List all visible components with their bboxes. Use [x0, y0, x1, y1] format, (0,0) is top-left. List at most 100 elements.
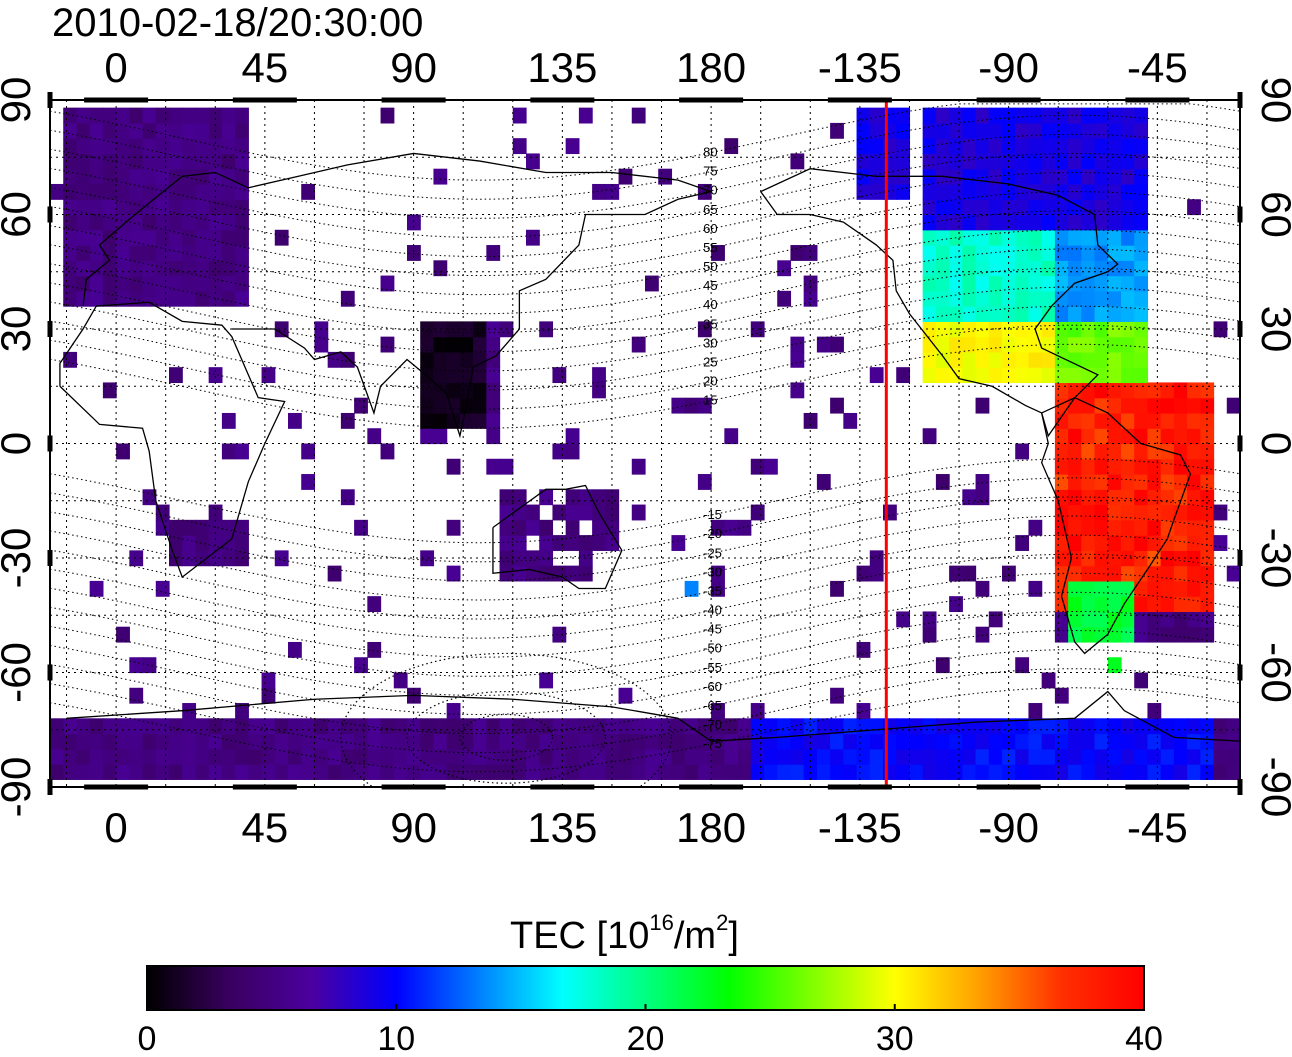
- contour-line: [50, 103, 1240, 181]
- tec-cell: [1081, 245, 1096, 261]
- left-latitude-label: 0: [0, 432, 39, 455]
- tec-cell: [935, 748, 950, 765]
- tec-cell: [962, 718, 977, 735]
- tec-cell: [1107, 168, 1122, 185]
- tec-cell: [433, 764, 448, 780]
- tec-cell: [618, 733, 633, 750]
- tec-cell: [1147, 748, 1162, 765]
- tec-cell: [671, 718, 686, 735]
- tec-cell: [63, 718, 78, 735]
- tec-cell: [221, 443, 236, 460]
- tec-cell: [909, 764, 924, 780]
- tec-cell: [1002, 306, 1016, 322]
- tec-cell: [869, 748, 884, 765]
- tec-cell: [592, 382, 606, 399]
- tec-cell: [565, 519, 580, 536]
- tec-cell: [988, 748, 1003, 765]
- tec-cell: [116, 168, 130, 185]
- tec-cell: [1121, 367, 1135, 384]
- tec-cell: [962, 351, 977, 368]
- tec-cell: [1134, 443, 1149, 460]
- tec-cell: [1173, 458, 1188, 475]
- tec-cell: [116, 183, 130, 200]
- tec-cell: [380, 764, 395, 780]
- tec-cell: [922, 428, 937, 445]
- tec-cell: [486, 245, 501, 261]
- tec-cell: [962, 764, 977, 780]
- tec-cell: [922, 290, 937, 307]
- tec-cell: [116, 122, 130, 139]
- tec-cell: [221, 718, 236, 735]
- tec-cell: [89, 183, 104, 200]
- tec-cell: [790, 351, 805, 368]
- tec-cell: [274, 321, 289, 338]
- tec-cell: [380, 443, 395, 460]
- tec-cell: [1187, 733, 1201, 750]
- tec-cell: [89, 245, 104, 261]
- magnetic-latitude-contours: [50, 103, 1240, 787]
- tec-cell: [1054, 199, 1069, 216]
- tec-cell: [1134, 519, 1149, 536]
- top-longitude-label: 135: [527, 44, 597, 91]
- tec-cell: [1054, 245, 1069, 261]
- tec-cell: [949, 733, 963, 750]
- tec-cell: [367, 641, 382, 658]
- tec-cell: [221, 748, 236, 765]
- tec-cell: [221, 229, 236, 246]
- tec-cell: [182, 138, 197, 155]
- top-longitude-label: -135: [818, 44, 902, 91]
- tec-cell: [129, 107, 144, 124]
- tec-cell: [856, 153, 871, 170]
- tec-cell: [975, 718, 990, 735]
- left-latitude-label: 60: [0, 191, 39, 238]
- tec-cell: [1160, 733, 1175, 750]
- tec-cell: [526, 718, 540, 735]
- tec-cell: [962, 214, 977, 231]
- tec-cell: [1226, 764, 1240, 780]
- tec-cell: [539, 764, 554, 780]
- tec-cell: [420, 397, 435, 414]
- tec-cell: [1160, 504, 1175, 521]
- tec-cell: [618, 764, 633, 780]
- tec-cell: [1147, 428, 1162, 445]
- contour-line: [50, 458, 1240, 544]
- tec-cell: [1068, 748, 1082, 765]
- tec-cell: [116, 764, 130, 780]
- tec-cell: [433, 351, 448, 368]
- tec-cell: [1094, 733, 1109, 750]
- tec-cell: [129, 748, 144, 765]
- colorbar-tick-label: 40: [1125, 1020, 1163, 1057]
- tec-cell: [1173, 535, 1188, 551]
- tec-cell: [1041, 367, 1056, 384]
- tec-cell: [526, 565, 540, 582]
- tec-cell: [1041, 138, 1056, 155]
- tec-cell: [182, 519, 197, 536]
- tec-cell: [816, 733, 831, 750]
- tec-cell: [737, 748, 752, 765]
- tec-cell: [1028, 229, 1043, 246]
- tec-cell: [526, 748, 540, 765]
- tec-cell: [1173, 550, 1188, 567]
- tec-cell: [261, 718, 276, 735]
- tec-cell: [1147, 596, 1162, 613]
- tec-cell: [1068, 382, 1082, 399]
- tec-cell: [790, 245, 805, 261]
- tec-cell: [221, 107, 236, 124]
- tec-cell: [116, 107, 130, 124]
- tec-cell: [988, 290, 1003, 307]
- tec-cell: [962, 245, 977, 261]
- tec-cell: [803, 275, 818, 292]
- tec-cell: [816, 764, 831, 780]
- tec-cell: [1028, 168, 1043, 185]
- tec-cell: [1054, 153, 1069, 170]
- tec-cell: [539, 519, 554, 536]
- tec-cell: [790, 733, 805, 750]
- tec-cell: [1081, 458, 1096, 475]
- tec-cell: [354, 397, 368, 414]
- tec-cell: [935, 260, 950, 277]
- tec-cell: [1054, 122, 1069, 139]
- coastline-segment: [59, 301, 286, 579]
- tec-cell: [1173, 382, 1188, 399]
- tec-cell: [1160, 611, 1175, 628]
- tec-cell: [129, 718, 144, 735]
